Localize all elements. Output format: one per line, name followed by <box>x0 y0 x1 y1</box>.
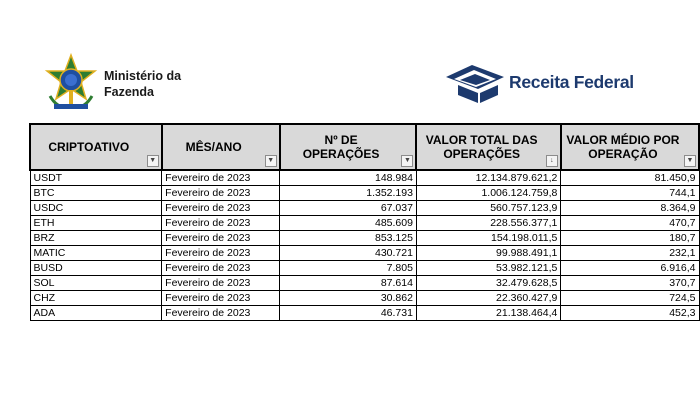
cell-valor-medio[interactable]: 232,1 <box>560 245 700 261</box>
cell-valor-medio[interactable]: 180,7 <box>560 230 700 246</box>
column-header-label: MÊS/ANO <box>185 140 242 154</box>
cell-valor-medio[interactable]: 6.916,4 <box>560 260 700 276</box>
cell-mes-ano[interactable]: Fevereiro de 2023 <box>161 215 281 231</box>
cell-valor-medio[interactable]: 452,3 <box>560 305 700 321</box>
cell-valor-medio[interactable]: 470,7 <box>560 215 700 231</box>
table-row: USDT Fevereiro de 2023 148.984 12.134.879.6… <box>29 169 700 186</box>
cell-criptoativo[interactable]: BUSD <box>29 260 163 276</box>
ministry-line-2: Fazenda <box>104 85 155 99</box>
cell-criptoativo[interactable]: ADA <box>29 305 163 321</box>
cell-mes-ano[interactable]: Fevereiro de 2023 <box>161 169 281 186</box>
cell-criptoativo[interactable]: SOL <box>29 275 163 291</box>
table-row: CHZ Fevereiro de 2023 30.862 22.360.427,9 72… <box>29 290 700 306</box>
column-header-criptoativo: CRIPTOATIVO ▼ <box>29 123 163 171</box>
cell-valor-total[interactable]: 1.006.124.759,8 <box>415 185 562 201</box>
crypto-operations-table: CRIPTOATIVO ▼ MÊS/ANO ▼ Nº DE OPERAÇÕES … <box>29 123 700 321</box>
cell-valor-total[interactable]: 12.134.879.621,2 <box>415 169 562 186</box>
cell-criptoativo[interactable]: BTC <box>29 185 163 201</box>
cell-num-operacoes[interactable]: 430.721 <box>279 245 417 261</box>
cell-valor-medio[interactable]: 8.364,9 <box>560 200 700 216</box>
cell-valor-total[interactable]: 560.757.123,9 <box>415 200 562 216</box>
column-header-label: VALOR TOTAL DAS OPERAÇÕES <box>425 133 538 161</box>
cell-criptoativo[interactable]: CHZ <box>29 290 163 306</box>
cell-num-operacoes[interactable]: 853.125 <box>279 230 417 246</box>
table-row: ADA Fevereiro de 2023 46.731 21.138.464,4 45… <box>29 305 700 321</box>
column-header-label: Nº DE OPERAÇÕES <box>302 133 380 161</box>
cell-mes-ano[interactable]: Fevereiro de 2023 <box>161 260 281 276</box>
cell-valor-total[interactable]: 228.556.377,1 <box>415 215 562 231</box>
filter-active-icon[interactable]: ▼ <box>264 155 277 167</box>
cell-num-operacoes[interactable]: 1.352.193 <box>279 185 417 201</box>
cell-criptoativo[interactable]: BRZ <box>29 230 163 246</box>
agency-name: Receita Federal <box>509 72 634 92</box>
column-header-label: CRIPTOATIVO <box>48 140 130 154</box>
ministry-name: Ministério da Fazenda <box>104 68 181 100</box>
table-body: USDT Fevereiro de 2023 148.984 12.134.879.6… <box>29 169 700 321</box>
table-header-row: CRIPTOATIVO ▼ MÊS/ANO ▼ Nº DE OPERAÇÕES … <box>29 123 700 171</box>
column-header-valor-total: VALOR TOTAL DAS OPERAÇÕES ↓ <box>415 123 562 171</box>
cell-valor-medio[interactable]: 744,1 <box>560 185 700 201</box>
cell-mes-ano[interactable]: Fevereiro de 2023 <box>161 200 281 216</box>
cell-mes-ano[interactable]: Fevereiro de 2023 <box>161 245 281 261</box>
receita-federal-logo-icon <box>446 65 504 103</box>
column-header-valor-medio: VALOR MÉDIO POR OPERAÇÃO ▼ <box>559 123 700 171</box>
table-row: MATIC Fevereiro de 2023 430.721 99.988.491,… <box>29 245 700 261</box>
cell-valor-total[interactable]: 53.982.121,5 <box>415 260 562 276</box>
ministry-line-1: Ministério da <box>104 69 182 83</box>
cell-valor-medio[interactable]: 724,5 <box>560 290 700 306</box>
coat-of-arms-icon <box>44 52 98 109</box>
cell-num-operacoes[interactable]: 87.614 <box>279 275 417 291</box>
cell-valor-medio[interactable]: 81.450,9 <box>560 169 700 186</box>
cell-num-operacoes[interactable]: 7.805 <box>279 260 417 276</box>
table-row: BRZ Fevereiro de 2023 853.125 154.198.011,5… <box>29 230 700 246</box>
cell-criptoativo[interactable]: USDC <box>29 200 163 216</box>
cell-criptoativo[interactable]: MATIC <box>29 245 163 261</box>
cell-num-operacoes[interactable]: 30.862 <box>279 290 417 306</box>
dropdown-arrow-icon[interactable]: ▼ <box>146 155 159 167</box>
cell-num-operacoes[interactable]: 148.984 <box>279 169 417 186</box>
dropdown-arrow-icon[interactable]: ▼ <box>684 155 696 167</box>
cell-valor-total[interactable]: 32.479.628,5 <box>415 275 562 291</box>
cell-mes-ano[interactable]: Fevereiro de 2023 <box>161 290 281 306</box>
column-header-num-operacoes: Nº DE OPERAÇÕES ▼ <box>278 123 418 171</box>
cell-criptoativo[interactable]: ETH <box>29 215 163 231</box>
cell-mes-ano[interactable]: Fevereiro de 2023 <box>161 230 281 246</box>
sort-descending-icon[interactable]: ↓ <box>545 155 558 167</box>
cell-mes-ano[interactable]: Fevereiro de 2023 <box>161 185 281 201</box>
cell-criptoativo[interactable]: USDT <box>29 169 163 186</box>
column-header-mes-ano: MÊS/ANO ▼ <box>160 123 281 171</box>
dropdown-arrow-icon[interactable]: ▼ <box>401 155 414 167</box>
table-row: BUSD Fevereiro de 2023 7.805 53.982.121,5 6.… <box>29 260 700 276</box>
cell-valor-total[interactable]: 22.360.427,9 <box>415 290 562 306</box>
table-row: SOL Fevereiro de 2023 87.614 32.479.628,5 37… <box>29 275 700 291</box>
cell-valor-total[interactable]: 154.198.011,5 <box>415 230 562 246</box>
cell-num-operacoes[interactable]: 485.609 <box>279 215 417 231</box>
cell-num-operacoes[interactable]: 67.037 <box>279 200 417 216</box>
column-header-label: VALOR MÉDIO POR OPERAÇÃO <box>566 133 680 161</box>
table-row: USDC Fevereiro de 2023 67.037 560.757.123,9… <box>29 200 700 216</box>
cell-mes-ano[interactable]: Fevereiro de 2023 <box>161 275 281 291</box>
page-header: Ministério da Fazenda Receita Federal <box>0 0 700 120</box>
cell-num-operacoes[interactable]: 46.731 <box>279 305 417 321</box>
cell-valor-medio[interactable]: 370,7 <box>560 275 700 291</box>
cell-mes-ano[interactable]: Fevereiro de 2023 <box>161 305 281 321</box>
table-row: ETH Fevereiro de 2023 485.609 228.556.377,1… <box>29 215 700 231</box>
cell-valor-total[interactable]: 21.138.464,4 <box>415 305 562 321</box>
table-row: BTC Fevereiro de 2023 1.352.193 1.006.124.7… <box>29 185 700 201</box>
cell-valor-total[interactable]: 99.988.491,1 <box>415 245 562 261</box>
